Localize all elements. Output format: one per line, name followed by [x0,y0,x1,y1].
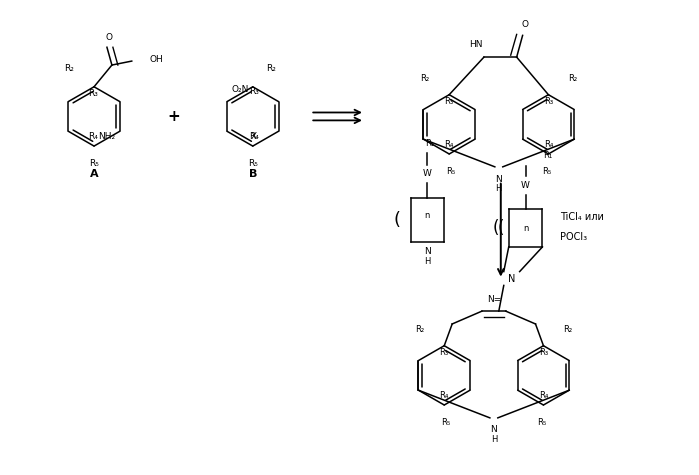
Text: R₄: R₄ [540,390,549,399]
Text: R₅: R₅ [447,167,456,176]
Text: R₅: R₅ [442,418,451,428]
Text: R₃: R₃ [545,97,554,106]
Text: R₃: R₃ [540,348,549,357]
Text: (: ( [493,219,499,237]
Text: OH: OH [150,55,164,64]
Text: R₂: R₂ [415,325,424,334]
Text: R₄: R₄ [439,390,448,399]
Text: N: N [424,247,431,257]
Text: B: B [249,169,257,179]
Text: H: H [424,257,431,266]
Text: TiCl₄ или: TiCl₄ или [561,212,604,222]
Text: H: H [491,435,497,444]
Text: R₁: R₁ [543,152,553,161]
Text: A: A [89,169,99,179]
Text: R₃: R₃ [439,348,448,357]
Text: R₁: R₁ [425,139,434,148]
Text: W: W [423,169,432,178]
Text: R₄: R₄ [88,132,98,141]
Text: N: N [491,425,497,434]
Text: O: O [106,33,113,42]
Text: R₃: R₃ [88,89,98,98]
Text: N: N [496,175,502,184]
Text: (: ( [498,219,504,237]
Text: R₅: R₅ [89,160,99,168]
Text: W: W [521,181,530,190]
Text: NH₂: NH₂ [98,132,115,141]
Text: n: n [523,224,528,233]
Text: R₅: R₅ [542,167,551,176]
Text: R₃: R₃ [249,87,259,96]
Text: R₄: R₄ [545,140,554,149]
Text: O: O [521,20,528,29]
Text: H: H [496,184,502,193]
Text: R₂: R₂ [563,325,572,334]
Text: O₂N: O₂N [231,85,249,94]
Text: R₂: R₂ [266,65,275,74]
Text: HN: HN [470,40,483,49]
Text: +: + [167,109,180,124]
Text: (: ( [393,211,400,229]
Text: R₂: R₂ [420,75,429,84]
Text: N=: N= [487,295,501,304]
Text: R₅: R₅ [248,160,258,168]
Text: n: n [425,211,430,220]
Text: R₂: R₂ [64,65,74,74]
Text: R₅: R₅ [537,418,546,428]
Text: R₂: R₂ [568,75,577,84]
Text: R₃: R₃ [444,97,453,106]
Text: X: X [251,132,257,141]
Text: R₄: R₄ [444,140,453,149]
Text: N: N [508,274,515,284]
Text: POCl₃: POCl₃ [561,232,587,242]
Text: R₄: R₄ [249,132,259,141]
